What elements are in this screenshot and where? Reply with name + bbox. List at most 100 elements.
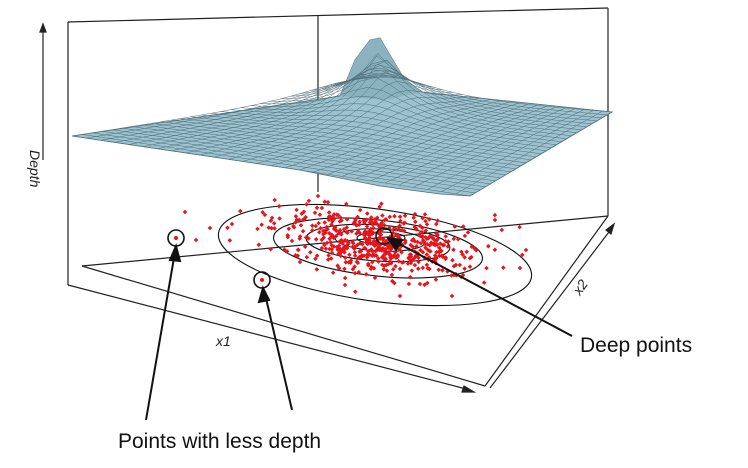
scatter-point xyxy=(182,209,188,215)
box-floor-front xyxy=(81,265,486,387)
scatter-point xyxy=(317,229,322,235)
z-axis-arrowhead xyxy=(39,22,47,33)
scatter-point xyxy=(266,225,271,230)
scatter-point xyxy=(293,214,299,219)
scatter-point xyxy=(342,255,348,261)
mesh-line xyxy=(230,109,552,148)
scatter-point xyxy=(492,212,498,218)
scatter-point xyxy=(364,255,370,260)
scatter-point xyxy=(384,262,389,268)
scatter-point xyxy=(392,280,397,286)
annotation-less-depth: Points with less depth xyxy=(118,430,321,453)
scatter-point xyxy=(272,197,277,203)
scatter-point xyxy=(392,213,397,219)
scatter-point xyxy=(323,230,328,235)
scatter-point xyxy=(397,266,403,272)
mesh-line xyxy=(280,68,577,133)
scatter-point xyxy=(382,257,387,262)
scatter-point xyxy=(411,215,416,220)
scatter-point xyxy=(286,226,292,232)
scatter-point xyxy=(393,263,398,269)
scatter-point xyxy=(433,277,439,282)
scatter-point xyxy=(391,267,396,272)
scatter-point xyxy=(384,268,390,274)
scatter-point xyxy=(371,251,376,257)
scatter-point xyxy=(397,214,403,220)
scatter-point xyxy=(193,237,199,243)
scatter-point xyxy=(407,274,413,280)
scatter-point xyxy=(457,262,463,268)
scatter-point xyxy=(461,224,466,229)
scatter-point xyxy=(325,199,331,205)
scatter-point xyxy=(357,207,363,213)
scatter-point xyxy=(343,260,349,265)
scatter-point xyxy=(297,259,303,265)
scatter-point xyxy=(486,243,491,249)
scatter-point xyxy=(357,241,363,246)
scatter-point xyxy=(443,234,448,239)
scatter-point xyxy=(424,252,430,257)
scatter-point xyxy=(418,240,424,246)
scatter-point xyxy=(417,281,423,287)
scatter-point xyxy=(492,247,498,253)
scatter-point xyxy=(276,203,282,209)
scatter-point xyxy=(396,259,402,264)
scatter-point xyxy=(344,229,349,235)
scatter-point xyxy=(308,250,313,255)
scatter-point xyxy=(319,205,325,211)
scatter-point xyxy=(389,272,395,278)
scatter-point xyxy=(331,216,337,221)
scatter-point xyxy=(271,221,277,226)
scatter-point xyxy=(313,223,319,229)
scatter-point xyxy=(499,227,505,233)
scatter-point xyxy=(269,225,274,231)
scatter-point xyxy=(413,254,419,259)
mesh-line xyxy=(330,73,602,119)
mesh-line xyxy=(469,111,613,197)
scatter-point xyxy=(445,244,451,249)
scatter-point xyxy=(364,224,370,229)
scatter-point xyxy=(342,275,348,281)
mesh-line xyxy=(299,100,500,171)
scatter-point xyxy=(369,215,374,220)
scatter-point xyxy=(460,252,465,257)
scatter-point xyxy=(322,242,327,248)
scatter-point xyxy=(401,221,407,226)
scatter-point xyxy=(227,238,233,243)
scatter-point xyxy=(294,207,299,213)
mesh-line xyxy=(427,109,585,190)
scatter-point xyxy=(318,225,323,231)
scatter-point xyxy=(416,259,421,265)
scatter-point xyxy=(314,267,320,272)
scatter-point xyxy=(342,282,348,288)
surface-patch xyxy=(71,37,614,197)
scatter-point xyxy=(322,220,327,225)
scatter-point xyxy=(368,218,373,224)
scatter-point xyxy=(350,240,356,246)
scatter-point xyxy=(469,254,474,260)
scatter-point xyxy=(472,245,477,251)
scatter-point xyxy=(372,243,378,249)
scatter-point xyxy=(425,266,431,271)
scatter-point xyxy=(408,260,414,266)
mesh-line xyxy=(250,96,562,142)
scatter-point xyxy=(440,268,445,273)
scatter-point xyxy=(372,217,377,222)
scatter-point xyxy=(462,266,467,271)
scatter-point xyxy=(377,204,382,210)
scatter-point xyxy=(386,245,391,251)
mesh-line xyxy=(384,106,556,184)
scatter-point xyxy=(296,217,302,223)
scatter-point xyxy=(325,257,331,262)
mesh-line xyxy=(342,104,528,177)
arrow-deep-line xyxy=(391,239,573,337)
scatter-point xyxy=(229,221,235,227)
scatter-point xyxy=(369,247,374,252)
scatter-point xyxy=(391,225,397,231)
scatter-point xyxy=(420,265,426,271)
scatter-point xyxy=(331,212,337,217)
scatter-point xyxy=(349,229,354,234)
scatter-point xyxy=(363,272,369,277)
scatter-point xyxy=(381,267,387,272)
